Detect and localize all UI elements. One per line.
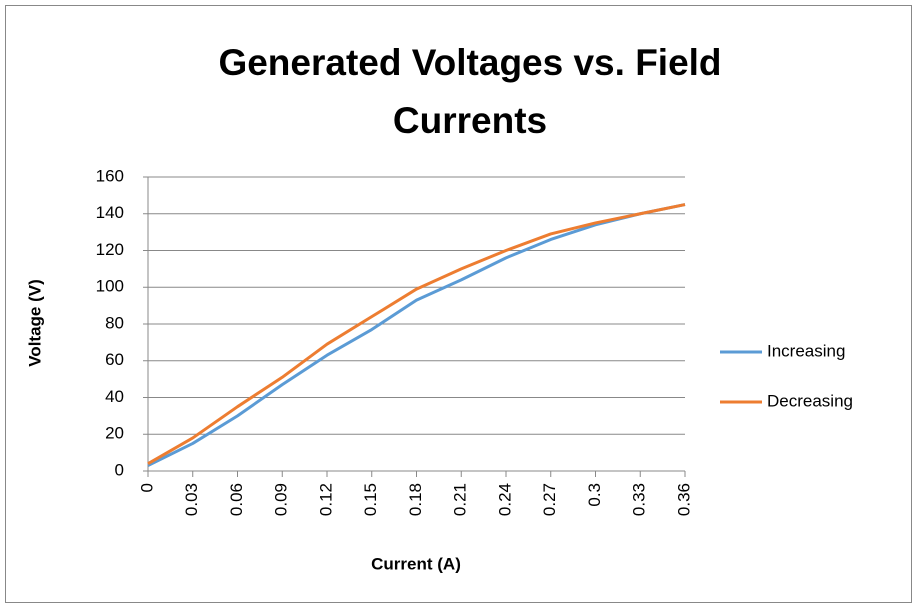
legend-label: Decreasing: [767, 391, 853, 410]
y-tick-label: 60: [105, 350, 124, 369]
chart-title: Generated Voltages vs. Field Currents: [218, 42, 722, 141]
legend-label: Increasing: [767, 341, 845, 360]
y-tick-label: 140: [96, 203, 124, 222]
x-tick-label: 0.09: [272, 483, 291, 516]
y-tick-label: 40: [105, 387, 124, 406]
x-tick-label: 0.12: [316, 483, 335, 516]
y-axis-label: Voltage (V): [25, 279, 44, 367]
x-tick-label: 0.06: [227, 483, 246, 516]
series-line: [147, 203, 686, 467]
x-tick-label: 0.3: [585, 483, 604, 507]
y-tick-label: 80: [105, 313, 124, 332]
chart-border: [5, 5, 912, 603]
y-tick-label: 160: [96, 166, 124, 185]
x-tick-label: 0.18: [406, 483, 425, 516]
x-tick-label: 0.03: [182, 483, 201, 516]
x-axis-label: Current (A): [371, 554, 461, 573]
x-tick-label: 0.27: [540, 483, 559, 516]
x-tick-label: 0.36: [674, 483, 693, 516]
x-tick-label: 0: [137, 483, 156, 492]
y-tick-label: 20: [105, 424, 124, 443]
y-tick-label: 100: [96, 277, 124, 296]
x-tick-label: 0.21: [451, 483, 470, 516]
x-tick-label: 0.24: [495, 483, 514, 516]
y-tick-label: 120: [96, 240, 124, 259]
series-line: [147, 203, 686, 465]
y-tick-label: 0: [115, 460, 124, 479]
x-tick-label: 0.33: [630, 483, 649, 516]
x-tick-label: 0.15: [361, 483, 380, 516]
